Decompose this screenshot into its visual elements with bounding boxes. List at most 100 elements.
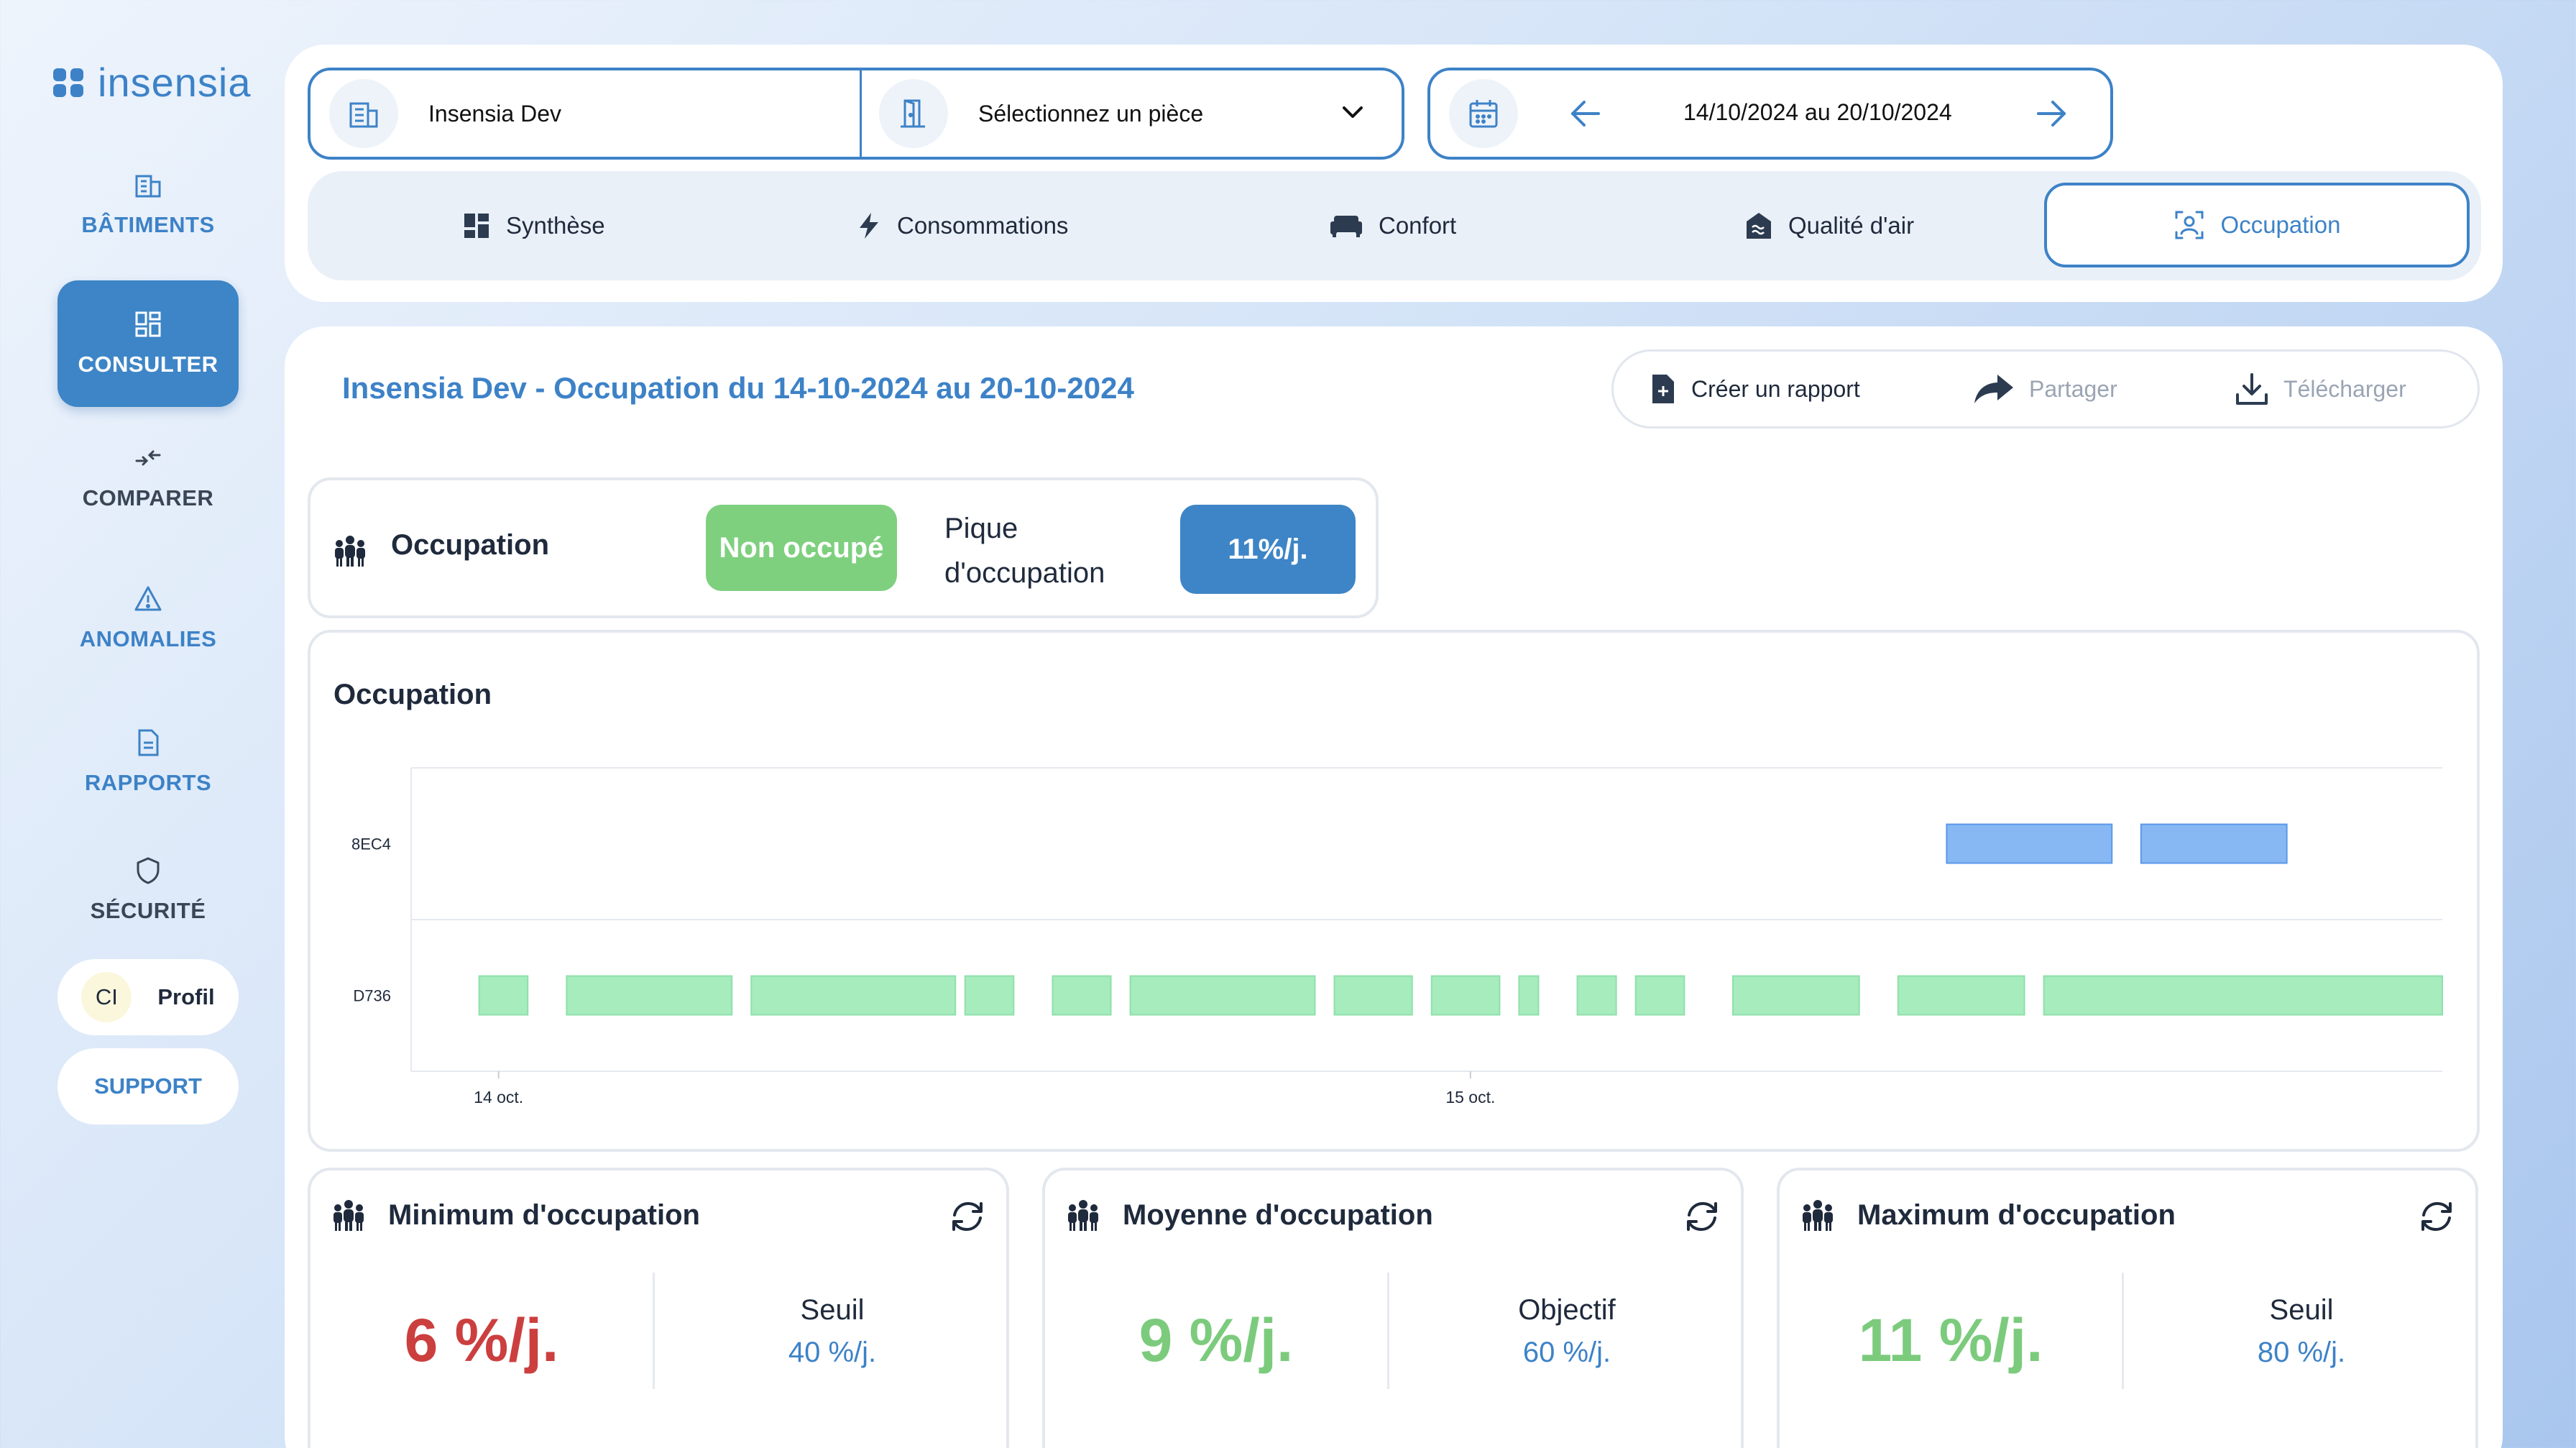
share-icon (1974, 375, 2013, 403)
share-button[interactable]: Partager (1973, 352, 2117, 426)
app-logo[interactable]: insensia (52, 59, 251, 106)
status-badge: Non occupé (706, 505, 897, 591)
sidebar: insensia BÂTIMENTS CONSULTER COMPARER AN… (0, 0, 288, 1448)
timeline-bar (1946, 823, 2113, 864)
stat-header: Minimum d'occupation (331, 1198, 700, 1232)
stat-threshold: Seuil 40 %/j. (653, 1294, 1012, 1369)
stat-title: Moyenne d'occupation (1123, 1199, 1433, 1231)
stat-header: Maximum d'occupation (1800, 1198, 2176, 1232)
tab-confort[interactable]: Confort (1330, 171, 1456, 280)
chevron-down-icon (1343, 106, 1363, 118)
compare-arrows-icon (135, 450, 161, 466)
row-label: D736 (353, 987, 391, 1005)
threshold-value: 40 %/j. (788, 1337, 877, 1368)
x-tick-label: 14 oct. (474, 1088, 523, 1106)
door-icon (879, 79, 948, 148)
building-select[interactable]: Insensia Dev (310, 70, 860, 157)
building-value: Insensia Dev (428, 100, 561, 127)
occupation-status-card: Occupation Non occupé Pique d'occupation… (308, 477, 1379, 618)
sidebar-item-label: BÂTIMENTS (81, 212, 215, 237)
sidebar-item-comparer[interactable]: COMPARER (58, 414, 239, 541)
room-placeholder: Sélectionnez un pièce (978, 100, 1204, 127)
date-range-selector: 14/10/2024 au 20/10/2024 (1427, 68, 2113, 160)
tab-label: Confort (1379, 212, 1457, 239)
threshold-label: Seuil (2269, 1294, 2334, 1326)
tab-label: Consommations (897, 212, 1069, 239)
bolt-icon (860, 213, 878, 239)
arrow-left-icon[interactable] (1568, 99, 1603, 128)
refresh-icon[interactable] (2418, 1198, 2455, 1235)
room-select[interactable]: Sélectionnez un pièce (862, 70, 1402, 157)
action-bar: Créer un rapport Partager Télécharger (1611, 349, 2480, 429)
people-group-icon (335, 536, 365, 567)
occupation-chart-card: Occupation 8EC4 D736 14 oct. 15 oct. (308, 630, 2480, 1152)
support-button[interactable]: SUPPORT (58, 1048, 239, 1124)
tab-qualite-air[interactable]: Qualité d'air (1745, 171, 1914, 280)
stat-card-maximum: Maximum d'occupation 11 %/j. Seuil 80 %/… (1777, 1168, 2478, 1448)
stat-title: Minimum d'occupation (388, 1199, 700, 1231)
stat-divider (1387, 1273, 1389, 1389)
date-range[interactable]: 14/10/2024 au 20/10/2024 (1683, 99, 1952, 125)
stat-header: Moyenne d'occupation (1065, 1198, 1433, 1232)
stat-card-minimum: Minimum d'occupation 6 %/j. Seuil 40 %/j… (308, 1168, 1009, 1448)
peak-label: Pique d'occupation (944, 513, 1105, 589)
sidebar-item-batiments[interactable]: BÂTIMENTS (58, 141, 239, 267)
arrow-right-icon[interactable] (2034, 99, 2069, 128)
x-tick-label: 15 oct. (1445, 1088, 1495, 1106)
timeline-bar (478, 975, 529, 1016)
timeline-bar (1576, 975, 1617, 1016)
create-report-button[interactable]: Créer un rapport (1650, 352, 1860, 426)
shield-icon (137, 857, 160, 884)
timeline-bar (1634, 975, 1685, 1016)
tabs-bar: Synthèse Consommations Confort Qualité d… (308, 171, 2481, 280)
app-name: insensia (98, 60, 252, 105)
document-icon (138, 729, 159, 756)
threshold-value: 80 %/j. (2257, 1337, 2346, 1368)
timeline-bar (964, 975, 1015, 1016)
tab-consommations[interactable]: Consommations (857, 171, 1068, 280)
dashboard-icon (464, 214, 489, 238)
sidebar-item-label: SÉCURITÉ (90, 898, 206, 923)
warning-icon (134, 586, 162, 611)
refresh-icon[interactable] (1683, 1198, 1721, 1235)
chart-title: Occupation (334, 679, 492, 710)
stat-value: 6 %/j. (404, 1306, 559, 1374)
timeline-bar (2140, 823, 2288, 864)
sidebar-item-securite[interactable]: SÉCURITÉ (58, 827, 239, 953)
tab-synthese[interactable]: Synthèse (463, 171, 605, 280)
objective-label: Objectif (1518, 1294, 1616, 1326)
refresh-icon[interactable] (949, 1198, 986, 1235)
timeline-bar (1897, 975, 2025, 1016)
tab-occupation[interactable]: Occupation (2044, 183, 2470, 267)
stat-divider (2122, 1273, 2124, 1389)
building-icon (135, 175, 161, 198)
download-button[interactable]: Télécharger (2235, 352, 2406, 426)
timeline-bar (1518, 975, 1540, 1016)
stat-threshold: Seuil 80 %/j. (2122, 1294, 2481, 1369)
sidebar-item-label: RAPPORTS (84, 770, 212, 795)
timeline-bar (1052, 975, 1112, 1016)
tab-label: Occupation (2220, 211, 2341, 238)
people-group-icon (1068, 1200, 1098, 1231)
sidebar-item-anomalies[interactable]: ANOMALIES (58, 555, 239, 682)
logo-icon (53, 68, 83, 97)
sidebar-item-rapports[interactable]: RAPPORTS (58, 699, 239, 825)
timeline-bar (1129, 975, 1316, 1016)
people-group-icon (334, 1200, 364, 1231)
sidebar-item-consulter[interactable]: CONSULTER (58, 280, 239, 407)
content-panel: Insensia Dev - Occupation du 14-10-2024 … (285, 326, 2503, 1448)
timeline-bar (1430, 975, 1501, 1016)
stat-title: Maximum d'occupation (1857, 1199, 2176, 1231)
sidebar-item-label: CONSULTER (78, 352, 218, 377)
profile-button[interactable]: CI Profil (58, 959, 239, 1035)
stat-card-moyenne: Moyenne d'occupation 9 %/j. Objectif 60 … (1042, 1168, 1744, 1448)
air-quality-icon (1747, 213, 1771, 239)
profile-label: Profil (157, 984, 215, 1009)
timeline-bar (1731, 975, 1860, 1016)
new-report-icon (1652, 375, 1674, 403)
page-title: Insensia Dev - Occupation du 14-10-2024 … (342, 371, 1134, 405)
occupation-timeline: 8EC4 D736 14 oct. 15 oct. (351, 767, 2443, 1106)
status-title: Occupation (391, 529, 550, 561)
timeline-bar (1333, 975, 1413, 1016)
calendar-icon[interactable] (1449, 79, 1518, 148)
